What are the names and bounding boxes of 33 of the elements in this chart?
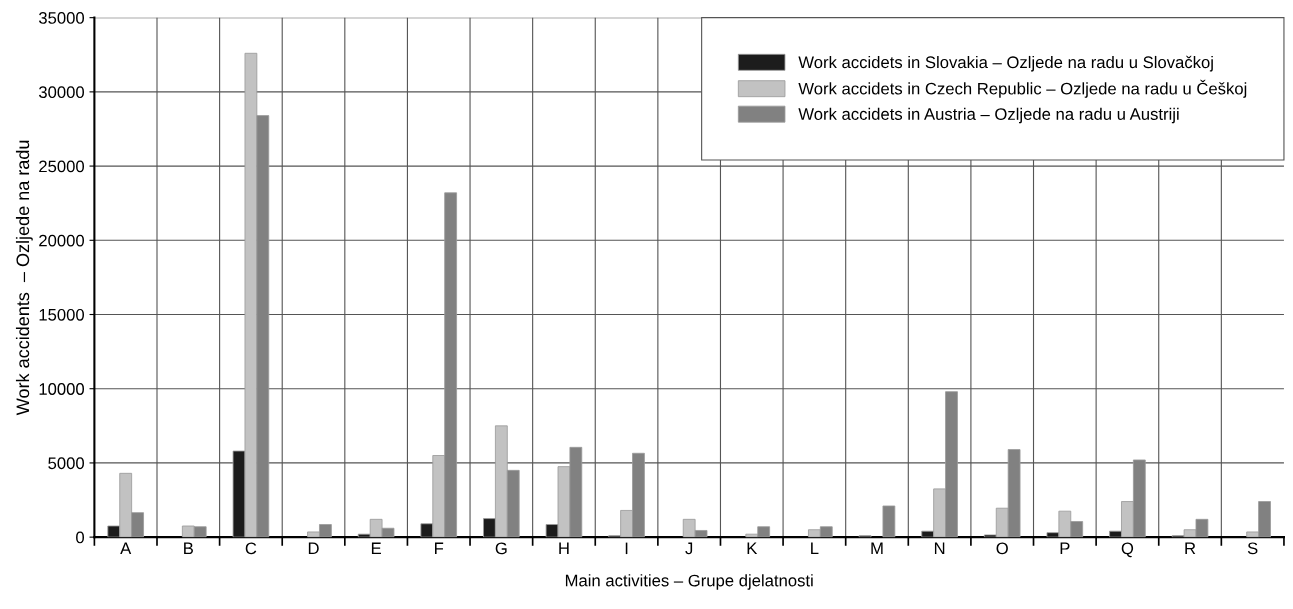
y-tick-label: 25000 [39,160,85,173]
y-axis-title: Work accidents – Ozljede na radu [15,140,33,416]
x-tick-label: F [435,542,444,555]
x-tick-label: D [308,542,319,555]
y-tick-label: 15000 [39,308,85,321]
x-tick-label: O [996,542,1008,555]
x-tick-label: E [371,542,381,555]
y-tick-label: 20000 [39,234,85,247]
x-tick-label: A [120,542,132,555]
y-tick-label: 5000 [48,457,85,470]
x-tick-label: B [184,542,193,555]
x-tick-label: C [245,542,257,555]
x-tick-label: S [1247,542,1258,555]
x-tick-label: G [495,542,507,555]
x-tick-label: K [747,542,758,555]
y-tick-label: 35000 [38,12,85,24]
x-tick-label: R [1185,542,1196,555]
x-tick-label: P [1060,542,1070,555]
x-tick-label: M [871,542,883,555]
x-tick-label: Q [1121,542,1134,558]
y-tick-label: 10000 [39,383,85,395]
x-tick-label: J [685,542,693,555]
legend-label: Work accidets in Czech Republic – Ozljede na radu u Češkoj [798,79,1247,98]
x-tick-label: N [934,542,945,555]
x-tick-label: I [625,542,628,555]
y-tick-label: 30000 [38,86,85,99]
legend-label: Work accidets in Slovakia – Ozljede na radu u Slovačkoj [798,55,1213,72]
legend-label: Work accidets in Austria – Ozljede na radu u Austriji [798,107,1179,124]
x-tick-label: L [811,542,819,555]
x-tick-label: H [559,542,569,555]
y-tick-label: 0 [76,531,85,544]
x-axis-title: Main activities – Grupe djelatnosti [565,574,813,590]
bar [882,505,896,538]
